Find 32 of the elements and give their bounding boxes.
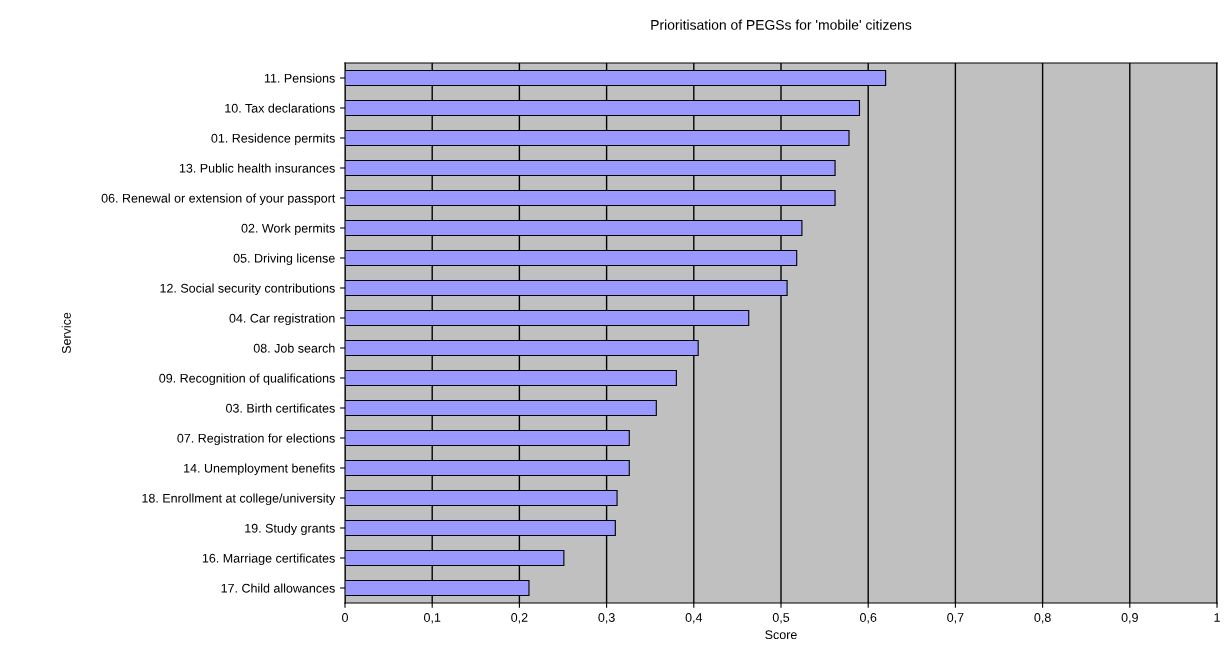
x-tick-label: 0,2: [511, 613, 528, 624]
x-tick-label: 0,5: [772, 613, 790, 624]
y-tick-label: 06. Renewal or extension of your passport: [101, 193, 336, 206]
x-axis-title: Score: [765, 630, 797, 640]
x-tick-label: 0,7: [947, 613, 964, 624]
y-tick-label: 07. Registration for elections: [177, 433, 335, 446]
y-axis-title: Service: [61, 312, 71, 354]
x-tick-label: 0,1: [424, 613, 441, 624]
y-tick-label: 08. Job search: [253, 343, 335, 353]
y-tick-label: 12. Social security contributions: [160, 283, 335, 296]
y-tick-label: 01. Residence permits: [211, 133, 335, 146]
y-tick-label: 19. Study grants: [245, 523, 335, 536]
y-tick-label: 05. Driving license: [233, 253, 335, 266]
x-tick-label: 0: [342, 613, 348, 622]
x-tick-label: 0,3: [598, 613, 615, 624]
y-tick-label: 10. Tax declarations: [225, 103, 335, 113]
y-tick-label: 04. Car registration: [229, 313, 335, 326]
y-tick-label: 18. Enrollment at college/university: [142, 493, 336, 506]
x-tick-label: 0,9: [1121, 613, 1138, 624]
y-tick-label: 16. Marriage certificates: [202, 553, 335, 566]
chart-title: Prioritisation of PEGSs for 'mobile' citizens: [651, 19, 912, 30]
y-tick-label: 11. Pensions: [264, 73, 335, 83]
x-tick-label: 0,4: [685, 613, 703, 624]
y-tick-label: 13. Public health insurances: [179, 163, 335, 173]
y-tick-label: 03. Birth certificates: [226, 403, 335, 413]
y-tick-label: 02. Work permits: [241, 223, 335, 236]
x-tick-label: 0,6: [860, 613, 877, 624]
x-tick-label: 0,8: [1034, 613, 1051, 624]
y-tick-label: 17. Child allowances: [221, 583, 335, 593]
y-tick-label: 09. Recognition of qualifications: [159, 373, 335, 386]
y-tick-label: 14. Unemployment benefits: [184, 463, 335, 476]
x-tick-label: 1: [1214, 613, 1220, 622]
